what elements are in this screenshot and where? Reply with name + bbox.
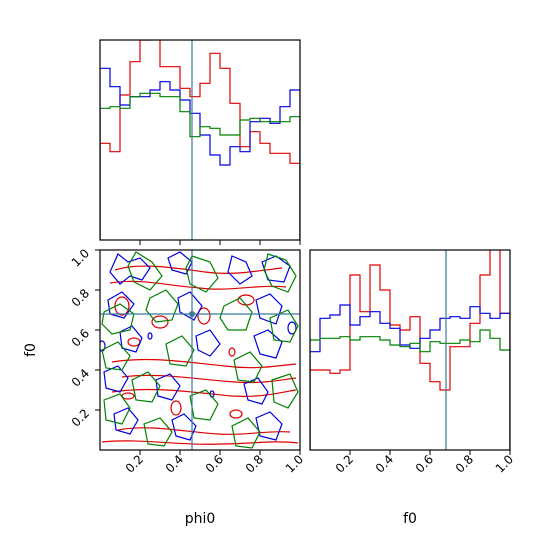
f0-ytick-label-2: 0.6 [69,326,92,349]
contour-set-green [101,251,299,449]
contour-panel-frame [99,249,301,451]
phi0-xtick-label-1: 0.4 [163,452,186,475]
contour-set-red [101,265,299,445]
f0-xtick-label-3: 0.8 [453,452,476,475]
f0-ytick-label-0: 0.2 [69,406,92,429]
truth-point-marker [189,311,195,317]
phi0-xtick-label-2: 0.6 [203,452,226,475]
phi0-histogram-panel [99,39,301,245]
f0-xtick-label-1: 0.4 [373,452,396,475]
phi0-f0-contour-panel: 0.2 0.4 0.6 0.8 1.0 0.2 0.4 0.6 0.8 1.0 [69,246,306,475]
phi0-xtick-label-4: 1.0 [283,452,306,475]
contour-set-blue [100,251,297,441]
f0-histogram-series-2 [310,329,510,450]
f0-ytick-label-1: 0.4 [69,366,92,389]
phi0-xtick-label-0: 0.2 [123,452,146,475]
f0-histogram-panel: 0.2 0.4 0.6 0.8 1.0 [309,249,516,476]
phi0-histogram-series-2 [100,92,300,240]
f0-histogram-frame [309,249,511,451]
f0-histogram-series-0 [310,250,510,450]
phi0-xtick-label-3: 0.8 [243,452,266,475]
y-axis-label: f0 [23,343,39,357]
f0-ytick-label-3: 0.8 [69,286,92,309]
x-axis-label-left: phi0 [185,511,216,527]
phi0-histogram-series-0 [100,40,300,240]
f0-xtick-label-0: 0.2 [333,452,356,475]
f0-ytick-label-4: 1.0 [69,246,92,269]
f0-xtick-label-4: 1.0 [493,452,516,475]
f0-xtick-label-2: 0.6 [413,452,436,475]
x-axis-label-right: f0 [403,511,417,527]
phi0-histogram-frame [99,39,301,241]
